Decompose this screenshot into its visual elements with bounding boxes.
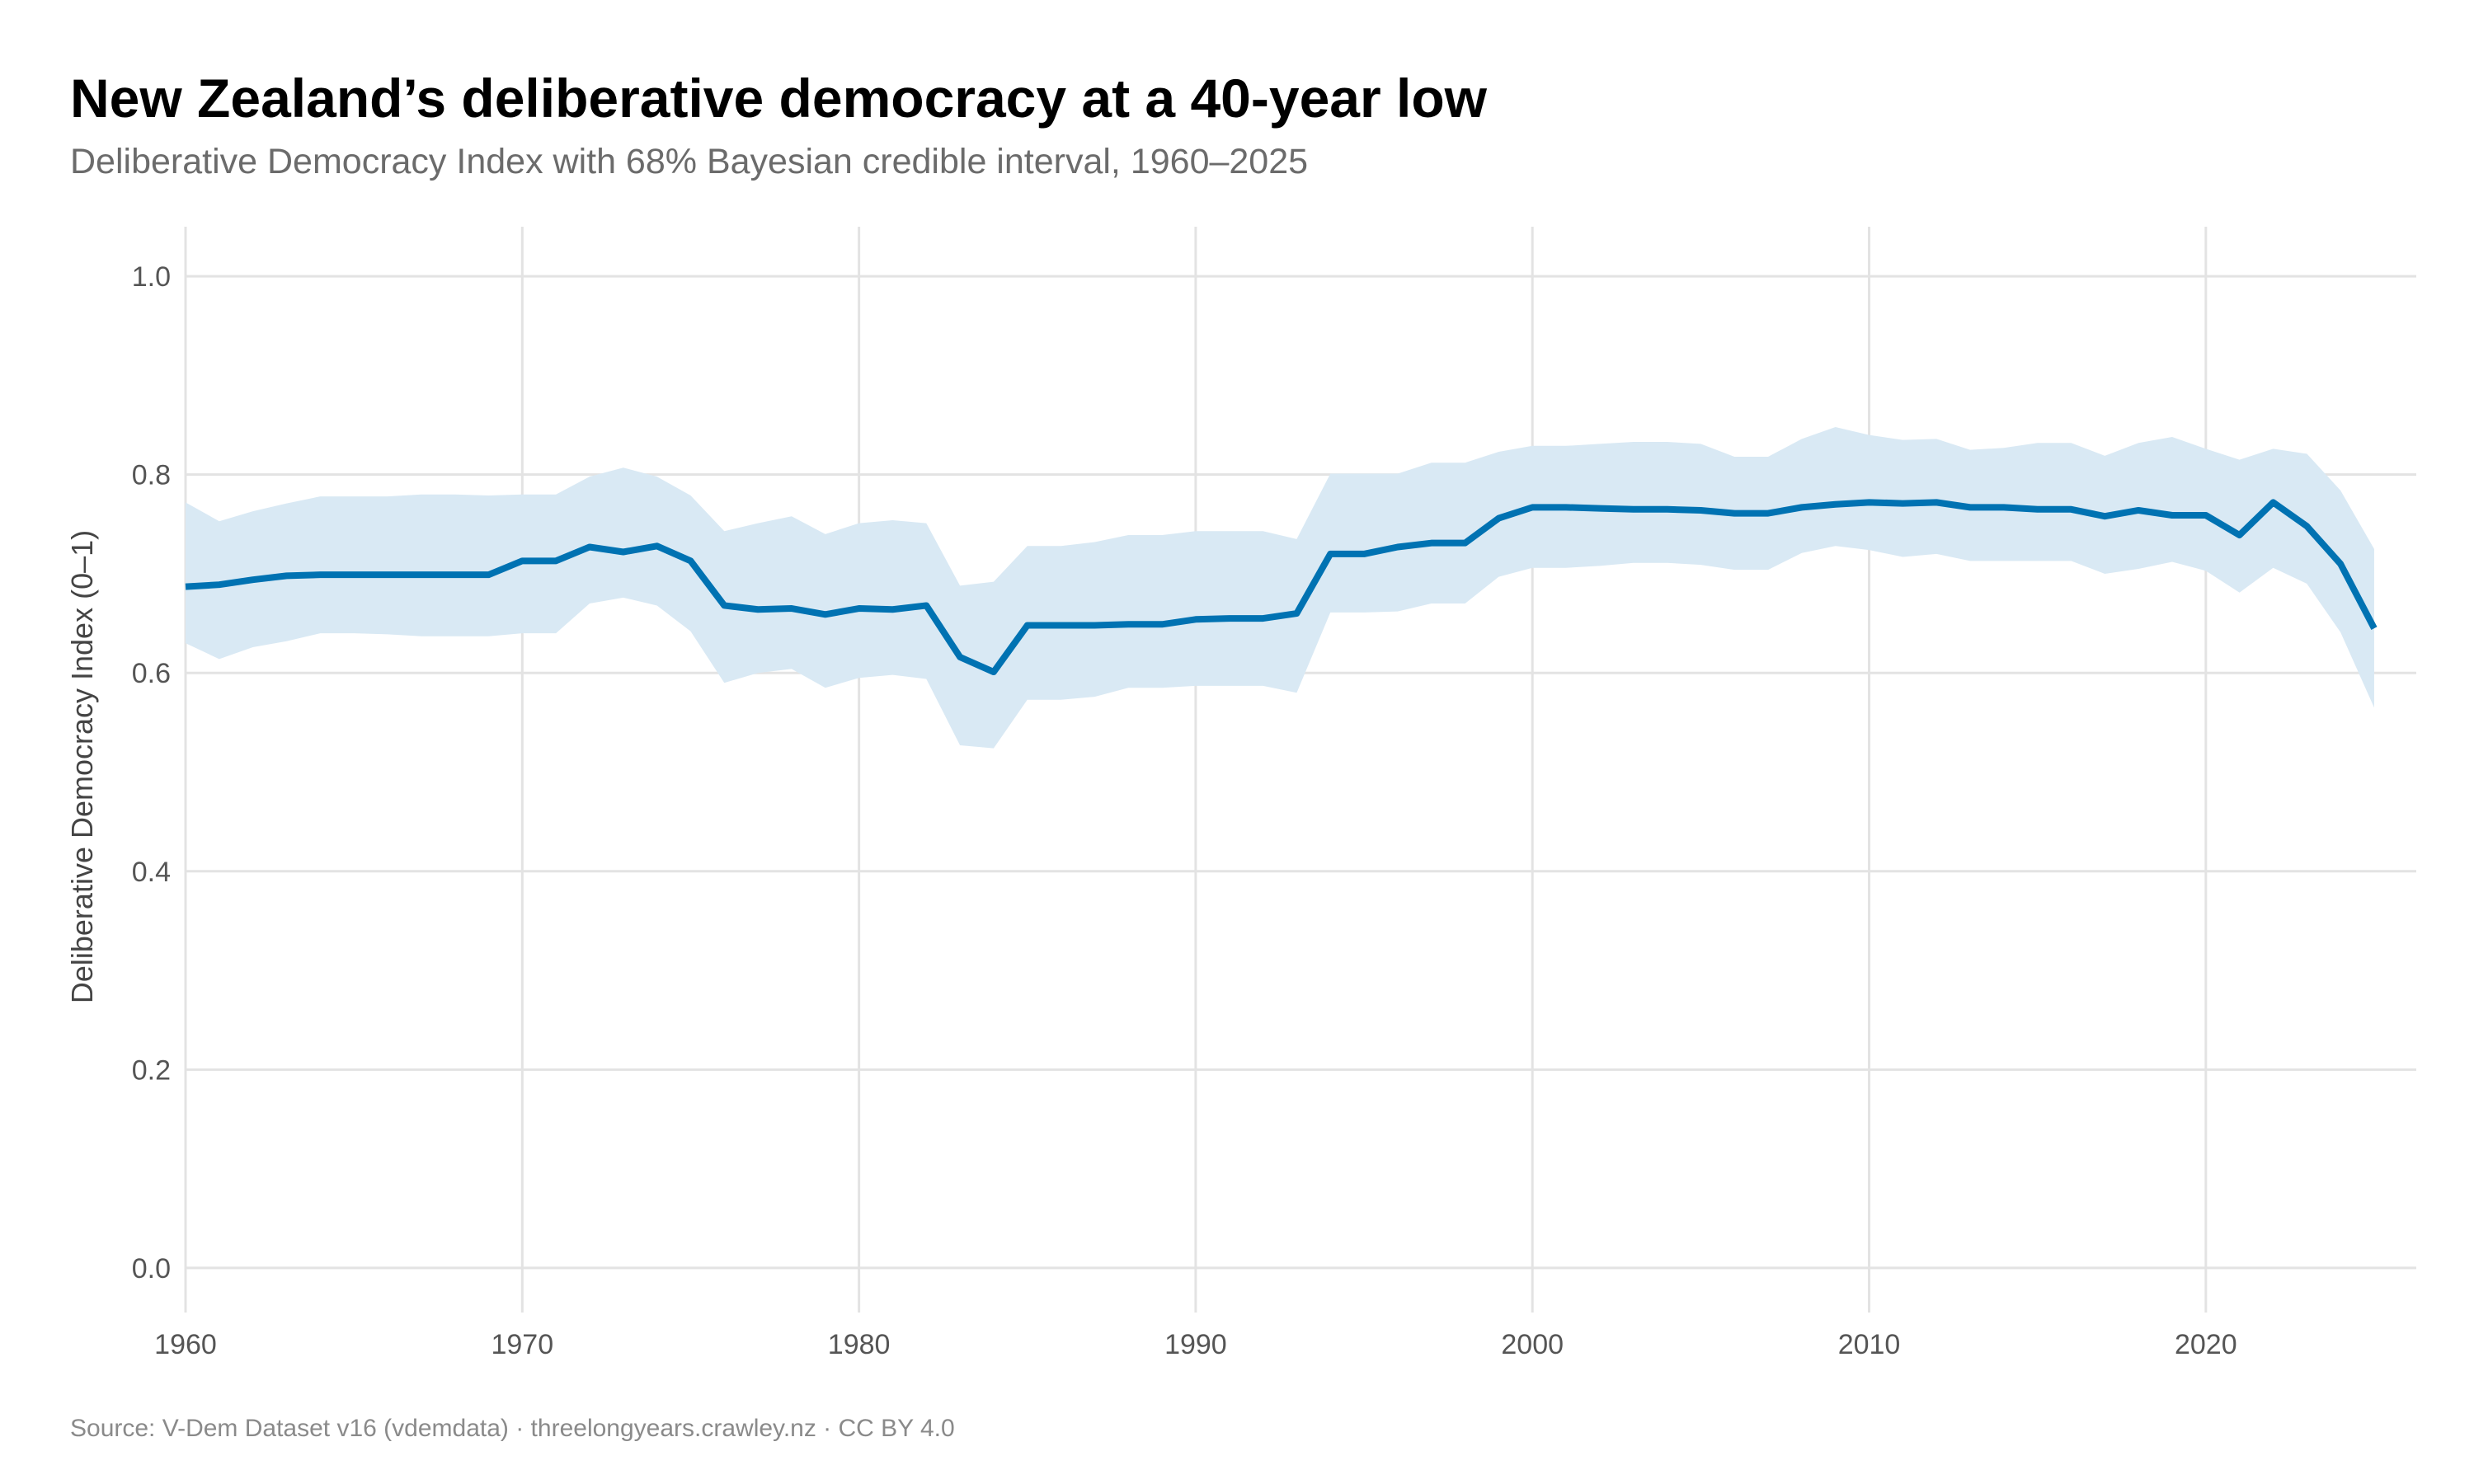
- x-tick-label: 2020: [2175, 1329, 2237, 1360]
- y-tick-label: 1.0: [132, 261, 171, 293]
- y-tick-label: 0.4: [132, 857, 171, 888]
- y-tick-label: 0.8: [132, 460, 171, 491]
- y-tick-label: 0.2: [132, 1054, 171, 1086]
- y-axis-ticks: 0.0 0.2 0.4 0.6 0.8 1.0: [132, 261, 171, 1284]
- y-axis-label: Deliberative Democracy Index (0–1): [65, 530, 99, 1003]
- index-line: [185, 499, 2378, 676]
- y-tick-label: 0.6: [132, 658, 171, 689]
- x-axis-ticks: 1960 1970 1980 1990 2000 2010 2020: [154, 1329, 2236, 1360]
- x-tick-label: 2000: [1501, 1329, 1564, 1360]
- x-tick-label: 1980: [828, 1329, 891, 1360]
- data-points: [185, 502, 2375, 673]
- x-tick-label: 1960: [154, 1329, 217, 1360]
- x-tick-label: 1970: [491, 1329, 553, 1360]
- x-tick-label: 2010: [1838, 1329, 1901, 1360]
- gridlines: [184, 227, 2416, 1313]
- chart-subtitle: Deliberative Democracy Index with 68% Ba…: [70, 142, 1308, 181]
- y-tick-label: 0.0: [132, 1253, 171, 1284]
- chart-title: New Zealand’s deliberative democracy at …: [70, 68, 1488, 129]
- chart-caption: Source: V-Dem Dataset v16 (vdemdata) · t…: [70, 1415, 955, 1442]
- x-tick-label: 1990: [1164, 1329, 1227, 1360]
